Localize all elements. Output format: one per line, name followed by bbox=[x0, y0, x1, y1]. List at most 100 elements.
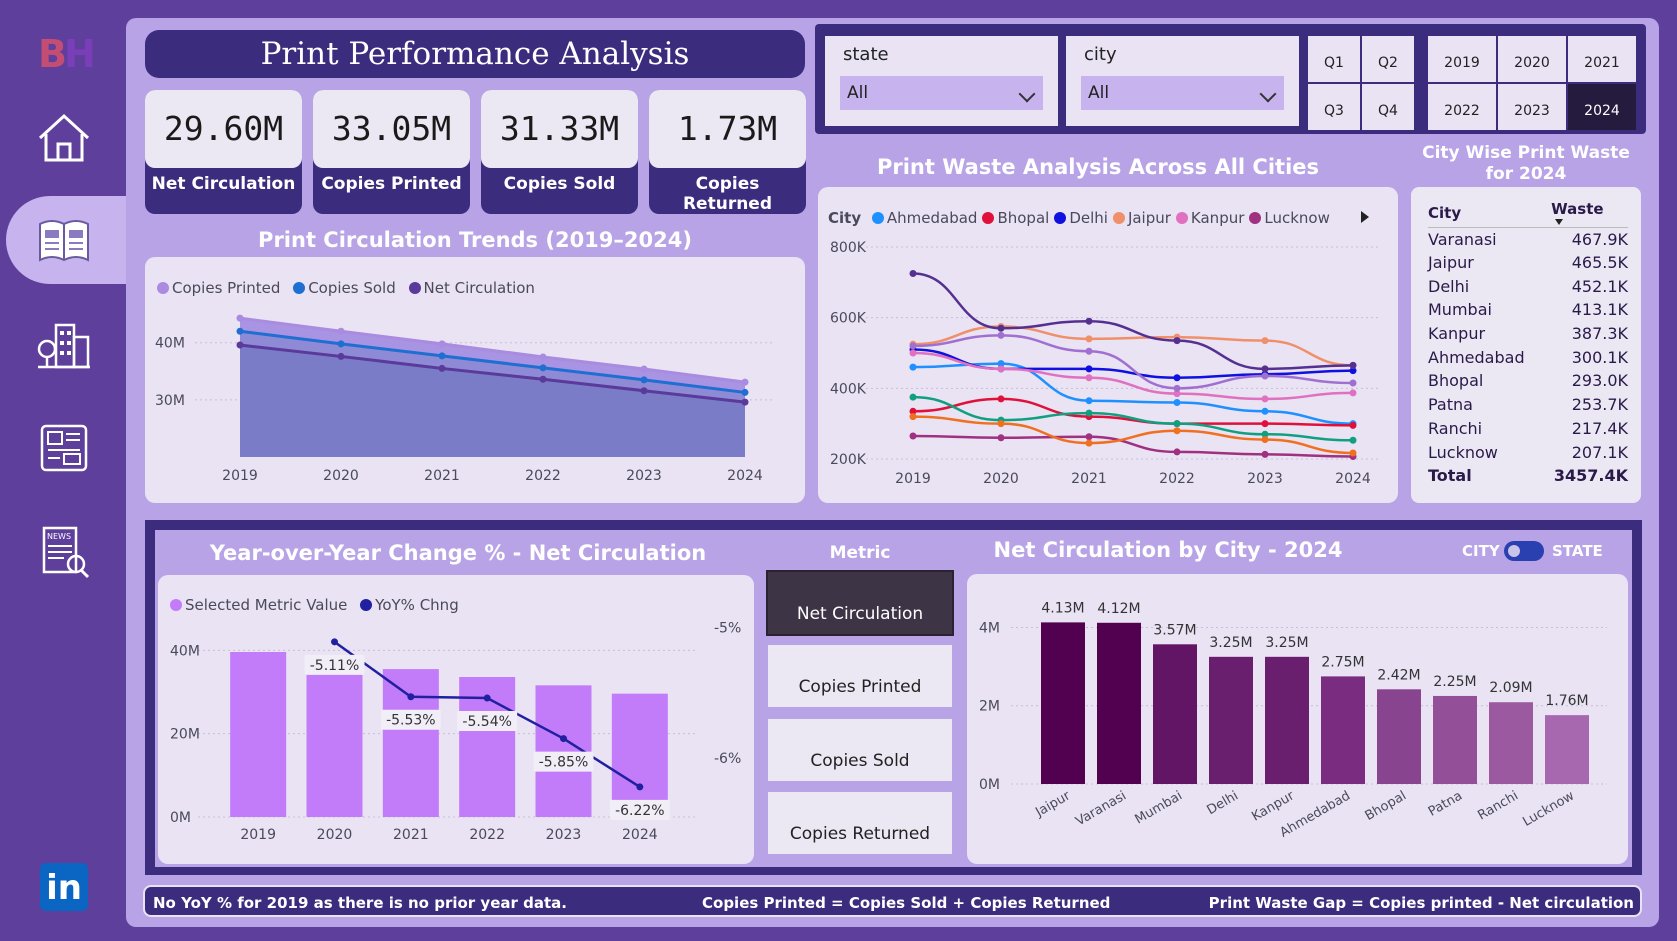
table-row[interactable]: Delhi 452.1K bbox=[1428, 274, 1628, 298]
data-label: 4.13M bbox=[1041, 600, 1084, 616]
column-header-waste[interactable]: Waste bbox=[1541, 199, 1628, 228]
table-total-row[interactable]: Total 3457.4K bbox=[1428, 464, 1628, 488]
table-cell-waste: 413.1K bbox=[1571, 300, 1628, 320]
table-row[interactable]: Mumbai 413.1K bbox=[1428, 298, 1628, 322]
legend-dot bbox=[408, 282, 421, 294]
data-point bbox=[1349, 379, 1357, 387]
year-tile-2020[interactable]: 2020 bbox=[1498, 36, 1566, 82]
legend-item[interactable]: Kanpur bbox=[1175, 209, 1244, 227]
bar bbox=[1265, 656, 1309, 784]
quarter-tile-q4[interactable]: Q4 bbox=[1362, 84, 1414, 130]
table-row[interactable]: Ahmedabad 300.1K bbox=[1428, 345, 1628, 369]
footer-note-left: No YoY % for 2019 as there is no prior y… bbox=[153, 894, 567, 912]
data-point bbox=[741, 388, 749, 396]
kpi-label: Copies Returned bbox=[682, 174, 773, 214]
legend-item[interactable]: Lucknow bbox=[1249, 209, 1330, 227]
table-row[interactable]: Jaipur 465.5K bbox=[1428, 251, 1628, 275]
data-label: 1.76M bbox=[1545, 693, 1588, 709]
year-tile-2021[interactable]: 2021 bbox=[1568, 36, 1636, 82]
newspaper-icon[interactable] bbox=[34, 210, 94, 270]
city-dropdown[interactable]: All bbox=[1081, 76, 1284, 110]
legend-label: Net Circulation bbox=[423, 279, 535, 297]
data-point bbox=[1173, 390, 1181, 398]
table-cell-waste: 300.1K bbox=[1571, 347, 1628, 367]
sort-desc-icon bbox=[1555, 218, 1564, 225]
data-point bbox=[997, 365, 1005, 373]
data-label-bg bbox=[457, 711, 518, 732]
waste-chart: 200K 400K 600K 800K 2019 2020 2021 2022 2023 2024 bbox=[830, 240, 1378, 487]
y-tick-label: 2M bbox=[979, 699, 1000, 715]
legend-next-arrow-icon[interactable] bbox=[1358, 209, 1372, 225]
bar bbox=[1209, 656, 1253, 784]
city-buildings-icon[interactable] bbox=[34, 315, 94, 375]
legend-item[interactable]: Jaipur bbox=[1112, 209, 1171, 227]
data-label: 4.12M bbox=[1097, 601, 1140, 617]
table-row[interactable]: Bhopal 293.0K bbox=[1428, 369, 1628, 393]
brand-logo: BH bbox=[38, 32, 96, 76]
data-point bbox=[1085, 397, 1093, 405]
legend-item[interactable]: Bhopal bbox=[982, 209, 1049, 227]
news-document-icon[interactable]: NEWS bbox=[34, 522, 94, 582]
y-tick-label: 200K bbox=[830, 452, 867, 468]
legend-dot bbox=[1175, 212, 1188, 224]
series-line bbox=[912, 434, 1354, 458]
metric-option-copies-printed[interactable]: Copies Printed bbox=[766, 643, 954, 709]
bar bbox=[1041, 622, 1085, 784]
year-tile-2019[interactable]: 2019 bbox=[1428, 36, 1496, 82]
quarter-tile-q1[interactable]: Q1 bbox=[1308, 36, 1360, 82]
metric-option-net-circulation[interactable]: Net Circulation bbox=[766, 570, 954, 636]
legend-dot bbox=[1054, 212, 1067, 224]
x-tick-label: 2019 bbox=[222, 468, 258, 484]
x-tick-label: Jaipur bbox=[1032, 788, 1073, 820]
metric-selector-title: Metric bbox=[829, 543, 891, 563]
metric-option-copies-sold[interactable]: Copies Sold bbox=[766, 717, 954, 783]
data-point bbox=[997, 360, 1005, 368]
legend-label: Selected Metric Value bbox=[185, 596, 348, 614]
yoy-chart: 0M 20M 40M -5% -6% -5.11% -5.53% -5.54% -5.85% -6… bbox=[170, 620, 741, 843]
table-cell-waste: 3457.4K bbox=[1553, 466, 1628, 486]
legend-item[interactable]: Selected Metric Value bbox=[170, 596, 347, 614]
series-line bbox=[239, 343, 746, 404]
bar bbox=[1489, 702, 1533, 784]
city-state-toggle[interactable] bbox=[1504, 541, 1544, 561]
metric-option-copies-returned[interactable]: Copies Returned bbox=[766, 790, 954, 856]
data-point bbox=[1173, 398, 1181, 406]
table-row[interactable]: Lucknow 207.1K bbox=[1428, 440, 1628, 464]
table-cell-city: Ahmedabad bbox=[1428, 347, 1525, 367]
city-slicer-label: city bbox=[1084, 44, 1117, 65]
year-tile-2023[interactable]: 2023 bbox=[1498, 84, 1566, 130]
legend-item[interactable]: Copies Printed bbox=[157, 279, 280, 297]
table-row[interactable]: Patna 253.7K bbox=[1428, 393, 1628, 417]
table-cell-city: Ranchi bbox=[1428, 418, 1483, 438]
home-icon[interactable] bbox=[34, 108, 94, 168]
data-point bbox=[1349, 361, 1357, 369]
quarter-tile-q2[interactable]: Q2 bbox=[1362, 36, 1414, 82]
x-tick-label: Ranchi bbox=[1475, 788, 1521, 823]
data-point bbox=[909, 349, 917, 357]
table-row[interactable]: Kanpur 387.3K bbox=[1428, 322, 1628, 346]
legend-item[interactable]: Ahmedabad bbox=[871, 209, 977, 227]
news-report-icon[interactable] bbox=[34, 418, 94, 478]
state-dropdown[interactable]: All bbox=[840, 76, 1043, 110]
year-tile-2022[interactable]: 2022 bbox=[1428, 84, 1496, 130]
legend-item[interactable]: Copies Sold bbox=[293, 279, 396, 297]
x-tick-label: Lucknow bbox=[1520, 788, 1577, 830]
quarter-tile-q3[interactable]: Q3 bbox=[1308, 84, 1360, 130]
table-row[interactable]: Ranchi 217.4K bbox=[1428, 417, 1628, 441]
footer-note-right: Print Waste Gap = Copies printed - Net c… bbox=[1208, 894, 1634, 912]
column-header-city[interactable]: City bbox=[1428, 199, 1542, 228]
table-cell-waste: 253.7K bbox=[1571, 395, 1628, 415]
table-cell-city: Kanpur bbox=[1428, 324, 1486, 344]
legend-item[interactable]: YoY% Chng bbox=[360, 596, 459, 614]
data-point bbox=[236, 327, 244, 335]
linkedin-icon[interactable]: in bbox=[40, 863, 88, 911]
table-row[interactable]: Varanasi 467.9K bbox=[1428, 227, 1628, 251]
legend-item[interactable]: Net Circulation bbox=[408, 279, 535, 297]
data-label-bg bbox=[533, 751, 594, 772]
year-tile-2024[interactable]: 2024 bbox=[1568, 84, 1636, 130]
svg-text:NEWS: NEWS bbox=[47, 532, 71, 541]
toggle-label-city: CITY bbox=[1462, 542, 1500, 560]
data-label-bg bbox=[380, 709, 441, 730]
data-point bbox=[1173, 337, 1181, 345]
legend-item[interactable]: Delhi bbox=[1054, 209, 1108, 227]
